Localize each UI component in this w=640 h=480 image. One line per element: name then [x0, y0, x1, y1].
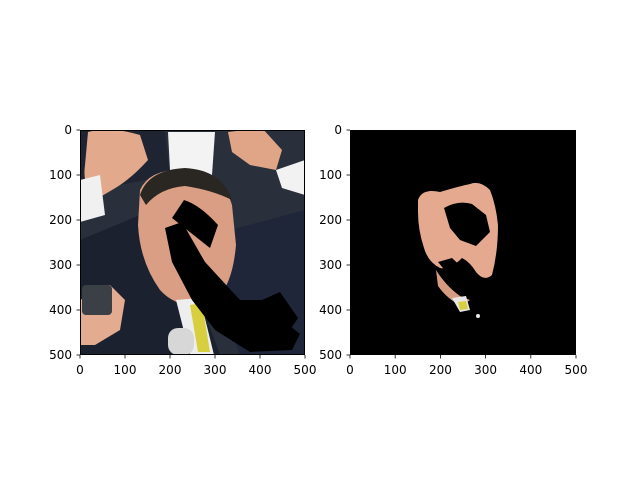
right-x-axis: 0 100 200 300 400 500 — [346, 355, 587, 377]
left-x-axis: 0 100 200 300 400 500 — [76, 355, 316, 377]
x-tick-label: 0 — [76, 363, 84, 377]
y-tick-label: 100 — [319, 168, 342, 182]
y-tick-label: 100 — [49, 168, 72, 182]
x-tick-label: 200 — [429, 363, 452, 377]
y-tick-label: 200 — [319, 213, 342, 227]
left-y-axis: 0 100 200 300 400 500 — [49, 123, 80, 362]
x-tick-label: 300 — [204, 363, 227, 377]
x-tick-label: 500 — [294, 363, 317, 377]
x-tick-label: 400 — [249, 363, 272, 377]
left-photo — [80, 130, 305, 355]
x-tick-label: 100 — [114, 363, 137, 377]
right-image-panel: 0 100 200 300 400 500 0 100 200 300 400 500 — [319, 123, 587, 377]
x-tick-label: 0 — [346, 363, 354, 377]
x-tick-label: 400 — [519, 363, 542, 377]
y-tick-label: 500 — [49, 348, 72, 362]
y-tick-label: 300 — [49, 258, 72, 272]
y-tick-label: 300 — [319, 258, 342, 272]
y-tick-label: 0 — [64, 123, 72, 137]
y-tick-label: 400 — [319, 303, 342, 317]
y-tick-label: 0 — [334, 123, 342, 137]
y-tick-label: 200 — [49, 213, 72, 227]
y-tick-label: 400 — [49, 303, 72, 317]
y-tick-label: 500 — [319, 348, 342, 362]
x-tick-label: 200 — [159, 363, 182, 377]
x-tick-label: 100 — [384, 363, 407, 377]
x-tick-label: 300 — [474, 363, 497, 377]
right-photo — [350, 130, 576, 355]
right-y-axis: 0 100 200 300 400 500 — [319, 123, 350, 362]
left-axes-frame — [80, 130, 305, 355]
x-tick-label: 500 — [565, 363, 588, 377]
left-image-panel: 0 100 200 300 400 500 0 100 200 300 400 500 — [49, 123, 316, 377]
right-axes-frame — [350, 130, 576, 355]
